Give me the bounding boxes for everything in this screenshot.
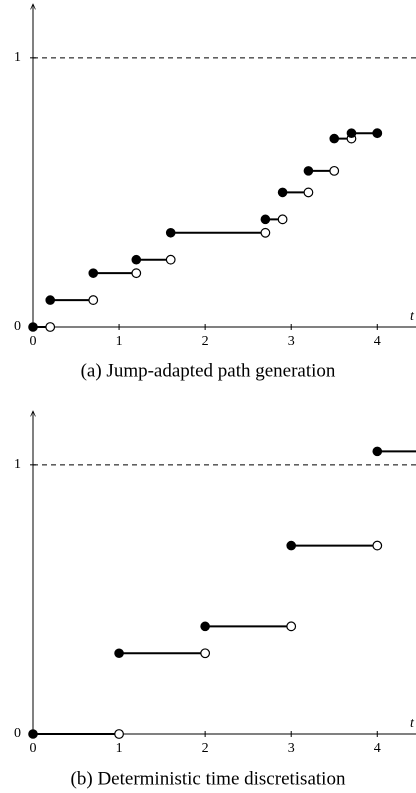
y-tick-label: 1 <box>14 50 21 65</box>
start-point <box>28 322 38 332</box>
y-tick-label: 1 <box>14 457 21 472</box>
start-point <box>88 268 99 278</box>
filled-end-point <box>372 128 383 139</box>
open-end-point <box>372 540 383 551</box>
start-point <box>277 187 288 198</box>
x-axis-label: t <box>410 716 415 731</box>
start-point <box>200 621 210 632</box>
open-end-point <box>277 214 288 225</box>
y-tick-label: 0 <box>14 726 21 741</box>
start-point <box>114 648 124 659</box>
open-end-point <box>286 621 297 632</box>
x-tick-label: 3 <box>288 334 295 349</box>
open-end-point <box>88 295 99 305</box>
start-point <box>28 729 38 739</box>
x-tick-label: 1 <box>116 334 123 349</box>
start-point <box>346 128 357 138</box>
x-tick-label: 1 <box>116 741 123 756</box>
x-axis-label: t <box>410 309 415 324</box>
y-tick-label: 0 <box>14 319 21 334</box>
x-tick-label: 3 <box>288 741 295 756</box>
open-end-point <box>260 227 271 238</box>
caption: (a) Jump-adapted path generation <box>81 360 336 381</box>
open-end-point <box>165 254 176 265</box>
open-end-point <box>114 729 124 739</box>
start-point <box>131 254 142 265</box>
start-point <box>329 133 340 144</box>
start-point <box>303 166 314 176</box>
start-point <box>372 446 383 457</box>
start-point <box>260 214 271 225</box>
open-end-point <box>303 187 314 198</box>
x-tick-label: 4 <box>374 741 381 756</box>
x-tick-label: 0 <box>30 741 37 756</box>
x-tick-label: 4 <box>374 334 381 349</box>
caption: (b) Deterministic time discretisation <box>71 768 346 789</box>
x-tick-label: 2 <box>202 334 209 349</box>
open-end-point <box>329 165 340 176</box>
open-end-point <box>200 648 211 659</box>
start-point <box>45 295 56 305</box>
start-point <box>165 227 176 238</box>
start-point <box>286 540 297 551</box>
x-tick-label: 2 <box>202 741 209 756</box>
open-end-point <box>45 322 56 332</box>
open-end-point <box>131 268 142 279</box>
x-tick-label: 0 <box>30 334 37 349</box>
